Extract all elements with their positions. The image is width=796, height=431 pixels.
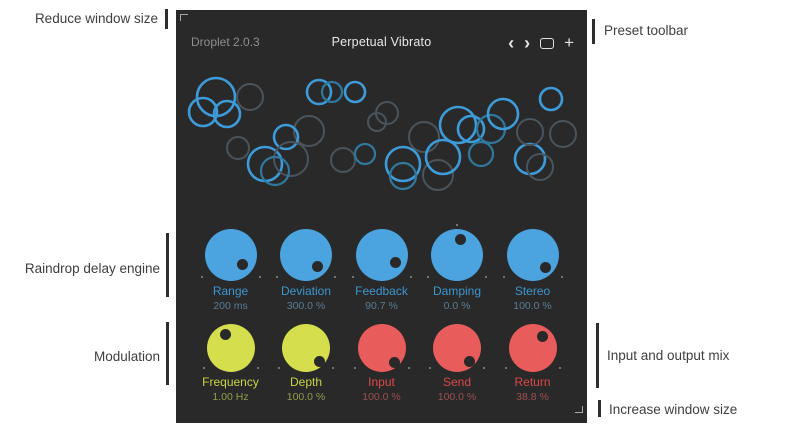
knob-indicator-dot: [390, 256, 401, 268]
knob-indicator-dot: [537, 330, 548, 342]
depth-knob[interactable]: [278, 324, 334, 372]
knob-value: 90.7 %: [365, 300, 398, 312]
knob-min-tick: [351, 276, 354, 278]
feedback-knob[interactable]: [351, 229, 412, 281]
knob-indicator-dot: [311, 260, 323, 272]
knob-value: 200 ms: [213, 300, 248, 312]
input-knob-group: Input 100.0 %: [344, 324, 419, 403]
knob-min-tick: [427, 276, 429, 278]
knob-min-tick: [429, 367, 431, 369]
deviation-knob[interactable]: [276, 229, 336, 281]
knob-value: 1.00 Hz: [212, 391, 249, 403]
range-knob-group: Range 200 ms: [193, 229, 268, 312]
reduce-window-size-handle[interactable]: [180, 14, 188, 21]
knob-min-tick: [200, 276, 203, 278]
knob-indicator-dot: [540, 261, 551, 273]
knob-max-tick: [558, 367, 561, 369]
knob-label: Feedback: [355, 284, 408, 298]
knob-value: 100.0 %: [513, 300, 552, 312]
return-knob[interactable]: [504, 324, 561, 372]
preset-toolbar: ‹ › +: [508, 33, 574, 53]
knob-center-tick: [456, 224, 458, 226]
stereo-knob-group: Stereo 100.0 %: [495, 229, 570, 312]
knob-value: 100.0 %: [286, 391, 326, 403]
annotation-input-and-output-mix: Input and output mix: [607, 348, 730, 363]
annotation-modulation: Modulation: [93, 349, 160, 364]
preset-browser-icon[interactable]: [540, 37, 555, 49]
annotation-increase-window-size: Increase window size: [609, 402, 738, 417]
knob-indicator-dot: [463, 355, 475, 367]
previous-preset-icon[interactable]: ‹: [508, 33, 515, 53]
annotation-line: [596, 323, 599, 388]
send-knob-group: Send 100.0 %: [420, 324, 495, 403]
annotation-line: [598, 400, 601, 417]
annotation-line: [166, 233, 169, 297]
return-knob-group: Return 38.8 %: [495, 324, 570, 403]
annotation-preset-toolbar: Preset toolbar: [604, 23, 689, 38]
app-version-label: Droplet 2.0.3: [191, 35, 260, 49]
knob-label: Depth: [289, 375, 323, 389]
knob-label: Stereo: [514, 284, 551, 298]
delay-engine-knob-row: Range 200 ms Deviation 300.0 %: [193, 224, 570, 312]
add-preset-icon[interactable]: +: [564, 33, 574, 52]
knob-min-tick: [202, 367, 205, 369]
raindrop-visualization: [187, 76, 577, 191]
knob-indicator-dot: [389, 356, 400, 368]
knob-label: Frequency: [202, 375, 259, 389]
knob-max-tick: [258, 276, 261, 278]
knob-max-tick: [483, 367, 485, 369]
stereo-knob[interactable]: [502, 229, 563, 281]
knob-label: Return: [514, 375, 551, 389]
knob-value: 38.8 %: [516, 391, 549, 403]
modulation-mix-knob-row: Frequency 1.00 Hz Depth 100.0 %: [193, 324, 570, 403]
frequency-knob[interactable]: [202, 324, 259, 372]
knob-value: 0.0 %: [443, 300, 471, 312]
knob-value: 100.0 %: [437, 391, 477, 403]
knob-min-tick: [353, 367, 356, 369]
knob-max-tick: [409, 276, 412, 278]
knob-label: Deviation: [280, 284, 332, 298]
knob-indicator-dot: [220, 328, 231, 340]
knob-label: Range: [212, 284, 249, 298]
preset-name-display[interactable]: Perpetual Vibrato: [331, 35, 432, 49]
droplet-plugin-window: Droplet 2.0.3 Perpetual Vibrato ‹ › + Ra…: [176, 10, 587, 423]
knob-max-tick: [256, 367, 259, 369]
increase-window-size-handle[interactable]: [575, 406, 583, 413]
annotation-raindrop-delay-engine: Raindrop delay engine: [24, 261, 160, 276]
knob-label: Damping: [432, 284, 482, 298]
knob-min-tick: [278, 367, 280, 369]
knob-max-tick: [334, 276, 336, 278]
knob-max-tick: [332, 367, 334, 369]
annotation-line: [166, 322, 169, 385]
knob-max-tick: [560, 276, 563, 278]
knob-indicator-dot: [313, 355, 325, 367]
knob-min-tick: [276, 276, 278, 278]
frequency-knob-group: Frequency 1.00 Hz: [193, 324, 268, 403]
knob-min-tick: [502, 276, 505, 278]
knob-indicator-dot: [454, 233, 466, 245]
knob-min-tick: [504, 367, 507, 369]
knob-label: Send: [442, 375, 472, 389]
annotation-reduce-window-size: Reduce window size: [34, 11, 158, 26]
annotation-line: [592, 19, 595, 44]
knob-max-tick: [485, 276, 487, 278]
deviation-knob-group: Deviation 300.0 %: [269, 229, 344, 312]
annotation-line: [165, 9, 168, 29]
next-preset-icon[interactable]: ›: [524, 33, 531, 53]
range-knob[interactable]: [200, 229, 261, 281]
knob-value: 300.0 %: [286, 300, 326, 312]
knob-label: Input: [368, 375, 395, 389]
input-knob[interactable]: [353, 324, 410, 372]
knob-value: 100.0 %: [362, 391, 401, 403]
knob-indicator-dot: [237, 258, 248, 270]
send-knob[interactable]: [429, 324, 485, 372]
depth-knob-group: Depth 100.0 %: [269, 324, 344, 403]
damping-knob-group: Damping 0.0 %: [420, 224, 495, 312]
damping-knob[interactable]: [427, 224, 487, 281]
feedback-knob-group: Feedback 90.7 %: [344, 229, 419, 312]
knob-max-tick: [407, 367, 410, 369]
